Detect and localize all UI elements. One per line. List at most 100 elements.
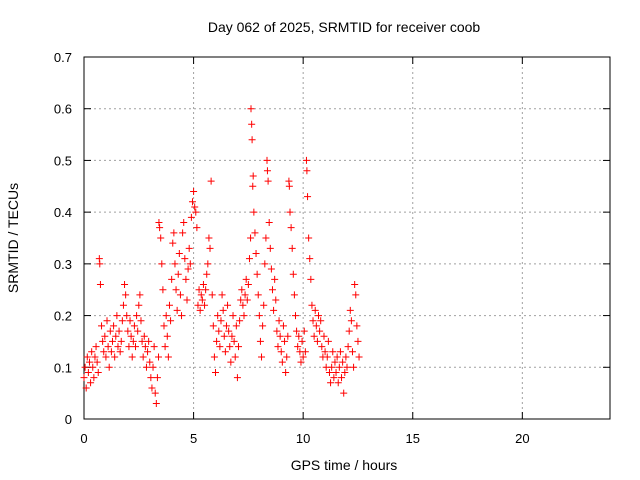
data-point [176, 291, 184, 299]
data-point [181, 255, 189, 263]
data-point [156, 224, 164, 232]
data-point [128, 353, 136, 361]
data-point [304, 193, 312, 201]
data-point [318, 343, 326, 351]
data-point [161, 343, 169, 351]
data-point [163, 332, 171, 340]
data-point [80, 374, 88, 382]
data-point [133, 312, 141, 320]
data-point [106, 327, 114, 335]
data-point [170, 229, 178, 237]
data-point [339, 358, 347, 366]
data-point [116, 348, 124, 356]
data-point [202, 286, 210, 294]
data-point [251, 229, 259, 237]
data-point [271, 275, 279, 283]
data-point [155, 353, 163, 361]
data-point [300, 327, 308, 335]
data-point [196, 306, 204, 314]
data-point [293, 327, 301, 335]
data-point [172, 286, 180, 294]
data-point [146, 358, 154, 366]
data-point [254, 291, 262, 299]
data-point [245, 255, 253, 263]
data-point [140, 332, 148, 340]
data-point [207, 177, 215, 185]
data-point [228, 332, 236, 340]
data-point [164, 353, 172, 361]
y-tick-label: 0.5 [54, 153, 72, 168]
data-point [132, 343, 140, 351]
data-point [242, 275, 250, 283]
data-point [169, 239, 177, 247]
data-point [249, 182, 257, 190]
data-point [240, 312, 248, 320]
data-point [279, 322, 287, 330]
data-point [316, 327, 324, 335]
data-point [334, 379, 342, 387]
data-point [354, 337, 362, 345]
data-point [320, 332, 328, 340]
data-point [159, 286, 167, 294]
data-point [347, 317, 355, 325]
data-point [252, 250, 260, 258]
data-point [248, 120, 256, 128]
data-point [155, 218, 163, 226]
data-point [150, 343, 158, 351]
data-point [221, 348, 229, 356]
data-point [272, 296, 280, 304]
data-point [344, 343, 352, 351]
data-point [83, 353, 91, 361]
data-point [309, 317, 317, 325]
data-point [105, 363, 113, 371]
data-point [141, 343, 149, 351]
data-point [216, 343, 224, 351]
data-point [115, 327, 123, 335]
data-point [313, 337, 321, 345]
data-point [137, 317, 145, 325]
data-point [127, 332, 135, 340]
data-point [327, 379, 335, 387]
data-point [87, 379, 95, 387]
data-point [180, 218, 188, 226]
data-point [100, 348, 108, 356]
data-point [286, 208, 294, 216]
x-tick-label: 15 [406, 431, 420, 446]
data-point [121, 281, 129, 289]
x-tick-label: 10 [296, 431, 310, 446]
data-point [332, 368, 340, 376]
data-point [124, 327, 132, 335]
data-point [270, 306, 278, 314]
data-point [324, 337, 332, 345]
data-point [310, 332, 318, 340]
data-point [89, 363, 97, 371]
data-point [113, 312, 121, 320]
data-point [171, 260, 179, 268]
data-point [335, 363, 343, 371]
data-point [311, 306, 319, 314]
data-point [147, 374, 155, 382]
data-point [194, 301, 202, 309]
data-point [213, 337, 221, 345]
data-point [224, 301, 232, 309]
data-point [208, 291, 216, 299]
data-point [239, 301, 247, 309]
data-point [263, 156, 271, 164]
data-point [129, 337, 137, 345]
data-point [264, 177, 272, 185]
data-point [341, 368, 349, 376]
data-point [352, 291, 360, 299]
data-point [290, 291, 298, 299]
data-point [84, 368, 92, 376]
y-axis-label: SRMTID / TECUs [5, 183, 21, 293]
data-point [220, 332, 228, 340]
data-point [93, 358, 101, 366]
data-point [96, 281, 104, 289]
data-point [338, 374, 346, 382]
data-point [102, 353, 110, 361]
data-point [351, 281, 359, 289]
data-point [265, 218, 273, 226]
data-point [158, 260, 166, 268]
data-point [82, 384, 90, 392]
